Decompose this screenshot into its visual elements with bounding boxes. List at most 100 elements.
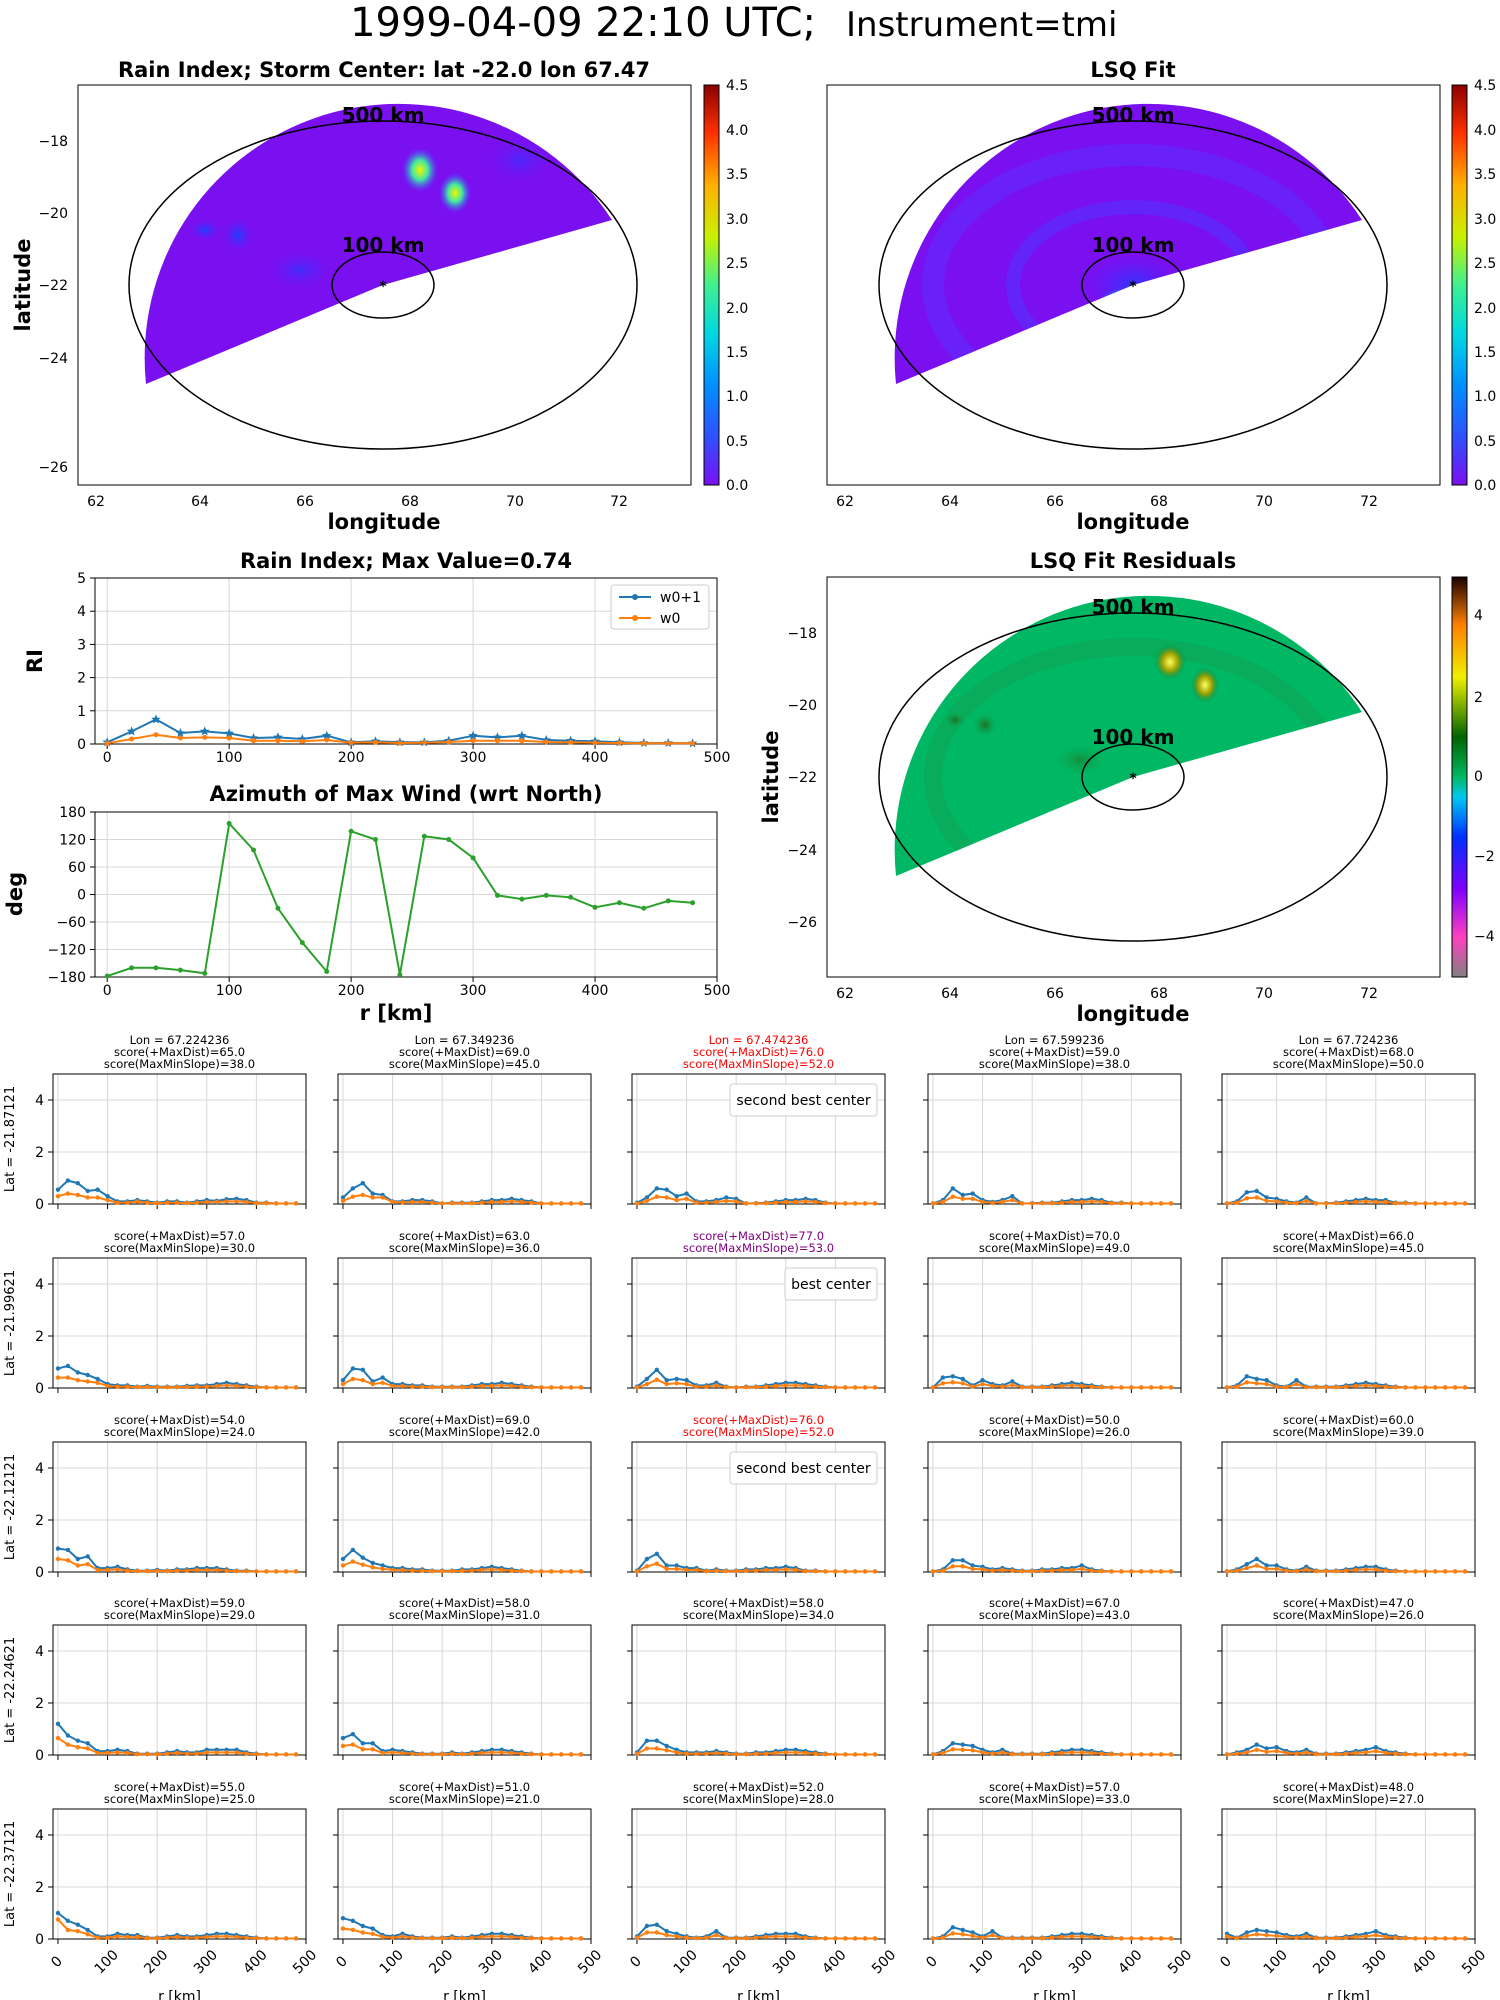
w0-point [813, 1569, 818, 1574]
y-tick-label: 60 [68, 860, 86, 876]
w0-point [1383, 1568, 1388, 1573]
w0-point [803, 1383, 808, 1389]
lsq-colorbar [1451, 84, 1468, 486]
w0-point [1343, 1751, 1349, 1756]
grid-panel-title: score(MaxMinSlope)=45.0 [1273, 1241, 1424, 1255]
w0-point [1314, 1936, 1319, 1941]
w0p1-point [960, 1558, 965, 1563]
w0-point [340, 1743, 346, 1749]
w0-point [743, 1752, 749, 1757]
y-tick-label: 2 [35, 1513, 44, 1529]
grid-panel: score(+MaxDist)=57.0score(MaxMinSlope)=3… [923, 1780, 1195, 2000]
w0-point [1010, 1382, 1015, 1388]
100km-ring [331, 251, 435, 319]
w0p1-point [200, 726, 210, 736]
y-tick-label: 4 [35, 1461, 44, 1477]
grid-panel-title: score(+MaxDist)=59.0 [989, 1045, 1120, 1059]
svg-text:−22: −22 [787, 770, 817, 786]
w0-point [164, 1935, 170, 1940]
w0-point [529, 1569, 534, 1574]
azimuth-point [153, 965, 159, 971]
svg-text:62: 62 [87, 494, 105, 510]
y-tick-label: 4 [35, 1093, 44, 1109]
w0p1-point [85, 1554, 90, 1559]
w0-point [1244, 1933, 1250, 1939]
w0-point [1079, 1934, 1084, 1939]
w0-point [275, 738, 281, 744]
w0-point [65, 1927, 71, 1933]
w0-point [970, 1933, 975, 1939]
w0-point [690, 740, 696, 746]
w0p1-point [151, 714, 161, 724]
x-tick-label: 300 [460, 983, 487, 999]
grid-panel: score(+MaxDist)=76.0score(MaxMinSlope)=5… [627, 1413, 886, 1577]
w0-point [674, 1934, 679, 1939]
w0-point [350, 1194, 356, 1199]
azimuth-point [616, 900, 622, 906]
w0-point [1109, 1936, 1114, 1941]
w0-point [990, 1751, 995, 1756]
y-tick-label: 3 [77, 637, 86, 653]
w0p1-point [664, 1378, 669, 1383]
w0-point [65, 1558, 71, 1563]
w0p1-point [224, 728, 234, 738]
w0-point [283, 1201, 289, 1206]
svg-text:3.0: 3.0 [1474, 212, 1496, 228]
w0-point [1000, 1567, 1005, 1573]
x-tick-label: 500 [704, 750, 731, 766]
w0p1-point [65, 1547, 71, 1553]
w0-point [1363, 1934, 1369, 1939]
w0-point [340, 1926, 346, 1931]
w0-point [733, 1569, 739, 1574]
w0-point [174, 1200, 180, 1205]
w0-point [763, 1201, 769, 1206]
w0-point [154, 1568, 160, 1574]
w0-point [1343, 1935, 1349, 1940]
w0-point [1010, 1752, 1015, 1757]
w0-point [350, 1376, 356, 1382]
w0-point [214, 1199, 219, 1205]
x-tick-label: 400 [582, 983, 609, 999]
w0-point [1020, 1936, 1025, 1941]
azimuth-xlabel: r [km] [360, 1001, 433, 1025]
w0-point [853, 1936, 858, 1941]
w0p1-point [55, 1721, 61, 1727]
w0p1-point [55, 1187, 61, 1192]
w0p1-point [644, 1195, 650, 1200]
w0-point [960, 1381, 965, 1386]
w0-point [1029, 1385, 1035, 1390]
grid-panel-title: score(MaxMinSlope)=52.0 [683, 1425, 834, 1439]
w0-point [1294, 1381, 1299, 1387]
w0-point [251, 738, 257, 744]
grid-panel-title: score(MaxMinSlope)=39.0 [1273, 1425, 1424, 1439]
grid-panel: score(+MaxDist)=60.0score(MaxMinSlope)=3… [1217, 1413, 1476, 1577]
w0-point [578, 1936, 584, 1941]
w0-point [1234, 1384, 1240, 1389]
x-tick-label: 400 [1115, 1947, 1145, 1977]
w0-point [753, 1751, 759, 1756]
azimuth-point [275, 905, 281, 911]
grid-panel-title: score(+MaxDist)=76.0 [693, 1045, 824, 1059]
w0-point [164, 1751, 170, 1756]
w0-point [55, 1375, 61, 1380]
w0-point [1353, 1934, 1359, 1940]
w0-point [439, 1752, 445, 1757]
svg-text:62: 62 [836, 494, 854, 510]
w0-point [704, 1384, 709, 1389]
w0-point [95, 1935, 100, 1940]
w0-point [115, 1934, 120, 1939]
svg-text:4.0: 4.0 [1474, 123, 1496, 139]
w0-point [664, 1381, 669, 1387]
residuals-map-title: LSQ Fit Residuals [1030, 549, 1237, 573]
grid-row: Lat = -21.99621score(+MaxDist)=57.0score… [3, 1229, 1476, 1397]
w0-point [254, 1385, 259, 1390]
w0-point [479, 1567, 485, 1573]
w0-point [95, 1750, 100, 1756]
w0-point [1149, 1752, 1154, 1757]
w0p1-point [1264, 1929, 1269, 1934]
w0-point [293, 1752, 299, 1757]
x-tick-label: 200 [338, 750, 365, 766]
w0-point [843, 1201, 848, 1206]
w0-point [194, 1200, 200, 1205]
x-tick-label: 200 [338, 983, 365, 999]
